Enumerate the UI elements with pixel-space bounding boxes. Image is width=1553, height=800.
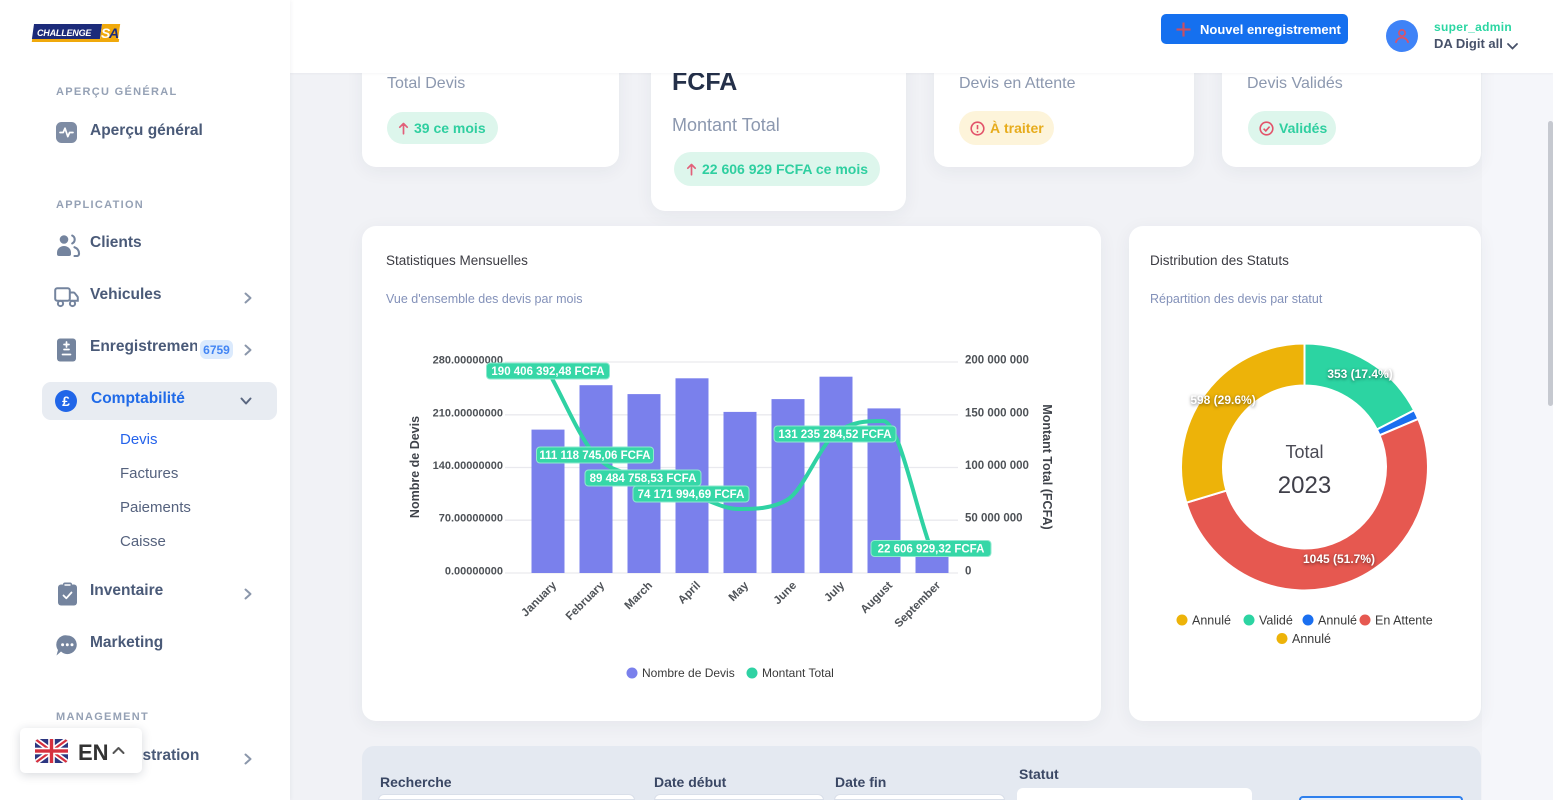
svg-text:January: January: [519, 579, 559, 619]
svg-text:150 000 000: 150 000 000: [965, 407, 1029, 419]
svg-text:Total: Total: [1285, 442, 1323, 462]
svg-text:131 235 284,52 FCFA: 131 235 284,52 FCFA: [778, 429, 891, 441]
svg-text:74 171 994,69 FCFA: 74 171 994,69 FCFA: [638, 489, 745, 501]
svg-text:2023: 2023: [1278, 472, 1331, 499]
svg-text:50 000 000: 50 000 000: [965, 513, 1023, 525]
svg-text:April: April: [676, 580, 703, 607]
svg-text:Montant Total (FCFA): Montant Total (FCFA): [1040, 404, 1054, 529]
svg-text:210.00000000: 210.00000000: [433, 407, 503, 419]
svg-text:70.00000000: 70.00000000: [439, 513, 503, 525]
svg-text:100 000 000: 100 000 000: [965, 460, 1029, 472]
svg-text:March: March: [623, 580, 655, 612]
svg-text:Nombre de Devis: Nombre de Devis: [642, 666, 735, 680]
svg-text:111 118 745,06 FCFA: 111 118 745,06 FCFA: [539, 450, 650, 462]
svg-text:190 406 392,48 FCFA: 190 406 392,48 FCFA: [491, 366, 604, 378]
svg-text:0: 0: [965, 566, 971, 578]
svg-text:February: February: [564, 579, 608, 623]
svg-text:Nombre de Devis: Nombre de Devis: [408, 416, 422, 518]
svg-text:Validé: Validé: [1259, 614, 1293, 628]
svg-text:22 606 929,32 FCFA: 22 606 929,32 FCFA: [878, 544, 985, 556]
svg-text:89 484 758,53 FCFA: 89 484 758,53 FCFA: [590, 473, 697, 485]
svg-text:598 (29.6%): 598 (29.6%): [1190, 393, 1255, 407]
svg-text:140.00000000: 140.00000000: [433, 460, 503, 472]
svg-text:1045 (51.7%): 1045 (51.7%): [1303, 552, 1375, 566]
svg-text:Annulé: Annulé: [1192, 614, 1231, 628]
svg-text:July: July: [822, 579, 847, 604]
svg-text:0.00000000: 0.00000000: [445, 566, 503, 578]
svg-text:En Attente: En Attente: [1375, 614, 1433, 628]
svg-text:280.00000000: 280.00000000: [433, 355, 503, 367]
svg-text:Annulé: Annulé: [1292, 632, 1331, 646]
svg-text:June: June: [772, 580, 799, 607]
svg-text:Montant Total: Montant Total: [762, 666, 834, 680]
svg-text:Annulé: Annulé: [1318, 614, 1357, 628]
svg-text:August: August: [859, 580, 896, 617]
svg-text:September: September: [893, 579, 944, 630]
svg-text:353 (17.4%): 353 (17.4%): [1327, 367, 1392, 381]
svg-text:May: May: [727, 579, 752, 604]
svg-text:200 000 000: 200 000 000: [965, 355, 1029, 367]
